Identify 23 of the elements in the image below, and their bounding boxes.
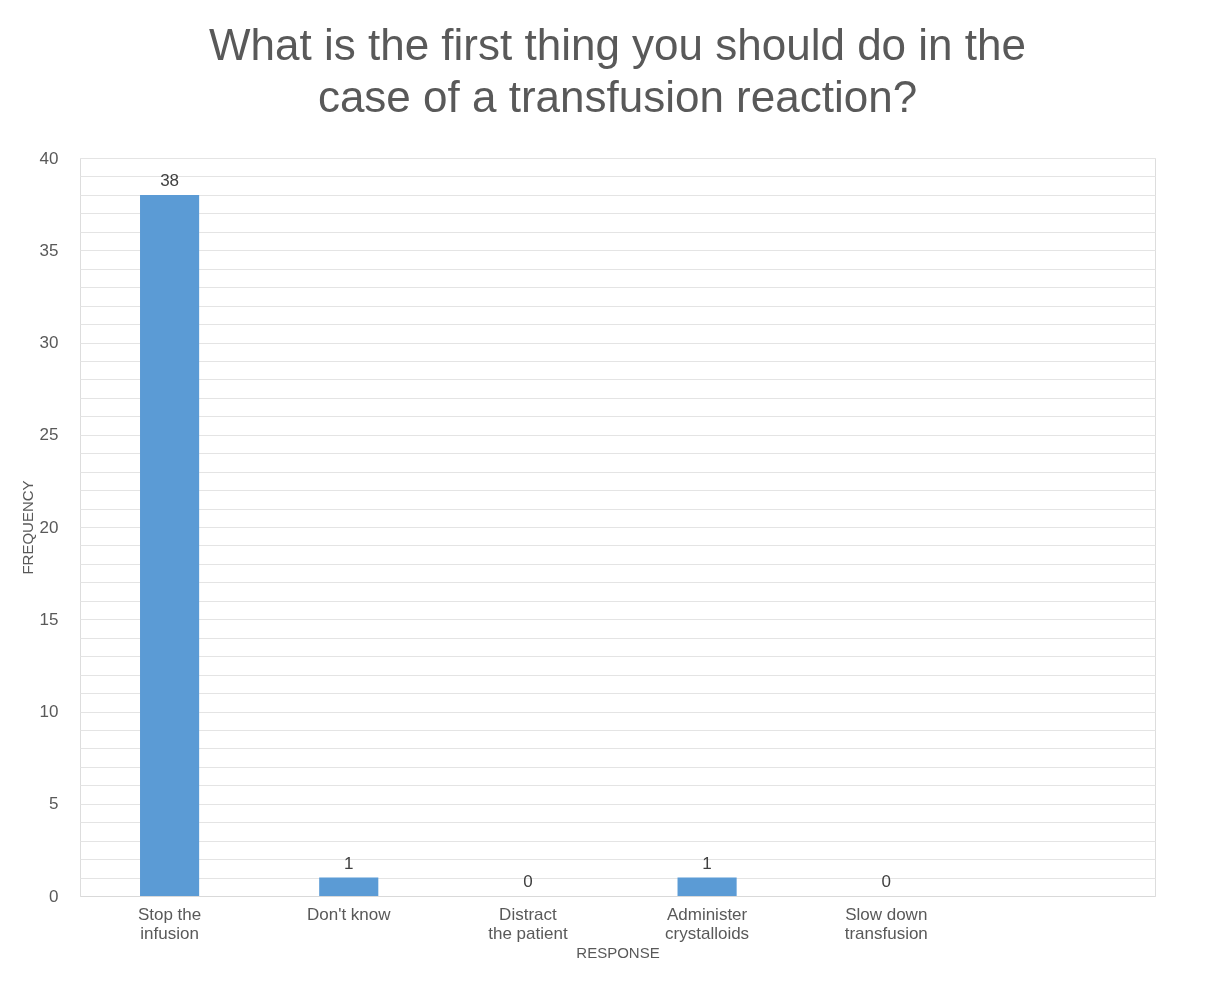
y-tick-label: 15 <box>39 609 59 629</box>
text: What is the first thing you should do in the <box>209 20 1026 69</box>
x-tick-label: Distract the patient <box>488 904 568 943</box>
y-tick-label: 25 <box>39 425 59 445</box>
x-tick-label: Administer crystalloids <box>665 904 750 943</box>
y-tick-label: 0 <box>49 886 59 906</box>
data-label: 1 <box>702 853 712 873</box>
data-label: 1 <box>344 853 354 873</box>
data-label: 38 <box>160 170 180 190</box>
x-tick-label: Stop the infusion <box>137 904 202 943</box>
y-tick-label: 5 <box>49 794 59 814</box>
y-tick-label: 35 <box>39 240 59 260</box>
y-tick-label: 30 <box>39 333 59 352</box>
data-label: 0 <box>523 872 533 891</box>
y-tick-label: 10 <box>39 702 59 721</box>
y-tick-label: 20 <box>39 517 59 537</box>
data-label: 0 <box>881 872 891 891</box>
y-axis-title: FREQUENCY <box>18 480 36 575</box>
x-axis-title: RESPONSE <box>576 943 660 961</box>
y-tick-label: 40 <box>39 148 59 168</box>
x-tick-label: Don't know <box>306 904 392 924</box>
text: case of a transfusion reaction? <box>317 72 918 121</box>
x-tick-label: Slow down transfusion <box>844 904 928 943</box>
